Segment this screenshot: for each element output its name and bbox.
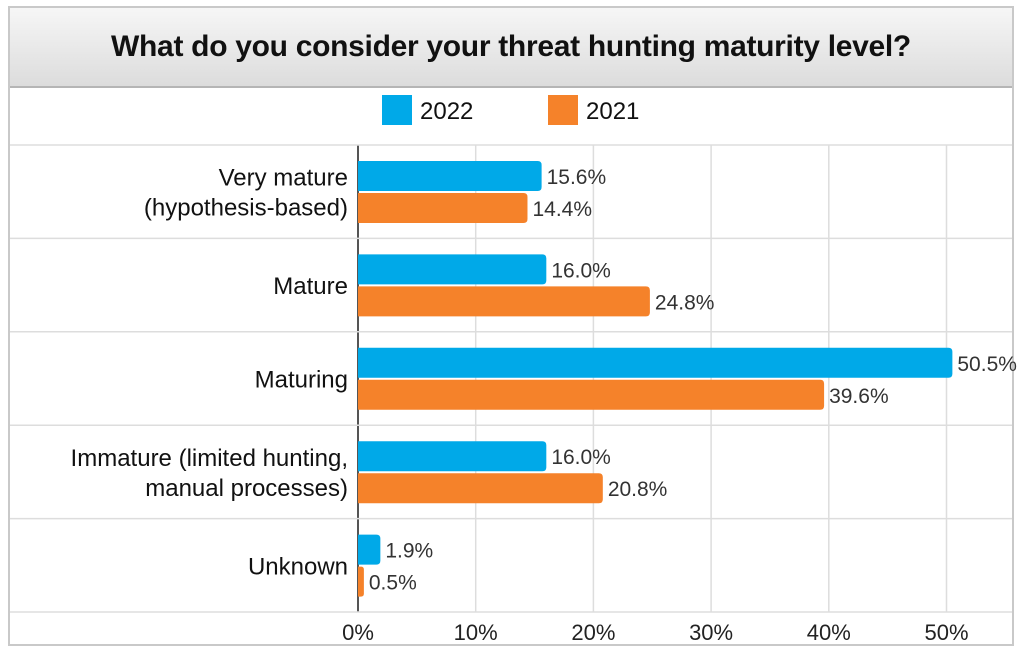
category-label-0-1: (hypothesis-based): [144, 195, 348, 222]
x-tick-label-40: 40%: [807, 620, 851, 645]
value-label-2021-1: 24.8%: [655, 291, 715, 314]
x-tick-label-0: 0%: [342, 620, 374, 645]
bar-2022-2: [358, 347, 953, 378]
value-label-2022-1: 16.0%: [551, 259, 611, 282]
bar-2022-3: [358, 441, 547, 472]
bar-2022-4: [358, 534, 381, 565]
legend: 2022 2021: [382, 95, 639, 125]
value-label-2021-2: 39.6%: [829, 385, 889, 408]
category-label-3-1: manual processes): [145, 475, 348, 502]
value-label-2022-0: 15.6%: [547, 166, 607, 189]
x-tick-label-20: 20%: [571, 620, 615, 645]
category-labels: Very mature (hypothesis-based) Mature Matur…: [71, 165, 348, 581]
grid-lines: [10, 144, 1012, 613]
bar-2021-0: [358, 193, 528, 223]
bar-2021-4: [358, 566, 364, 597]
value-label-2021-0: 14.4%: [532, 198, 592, 221]
bar-2021-1: [358, 286, 650, 317]
value-label-2021-3: 20.8%: [608, 478, 668, 501]
value-label-2022-4: 1.9%: [385, 540, 433, 563]
x-tick-label-10: 10%: [454, 620, 498, 645]
category-label-1-0: Mature: [273, 273, 348, 300]
chart-frame: What do you consider your threat hunting…: [8, 6, 1014, 646]
value-label-2022-3: 16.0%: [551, 446, 611, 469]
legend-swatch-2022: [382, 95, 412, 125]
category-label-2-0: Maturing: [255, 367, 348, 394]
bar-2021-3: [358, 473, 603, 504]
bar-2022-0: [358, 161, 542, 191]
category-label-3-0: Immature (limited hunting,: [71, 445, 348, 472]
bars: [358, 161, 953, 597]
bar-2022-1: [358, 254, 547, 285]
bar-2021-2: [358, 379, 825, 410]
legend-label-2022: 2022: [420, 98, 473, 125]
category-label-0-0: Very mature: [219, 165, 348, 192]
legend-swatch-2021: [548, 95, 578, 125]
x-tick-label-50: 50%: [924, 620, 968, 645]
category-label-4-0: Unknown: [248, 553, 348, 580]
title-bar: What do you consider your threat hunting…: [10, 8, 1012, 88]
value-label-2021-4: 0.5%: [369, 572, 417, 595]
value-labels: 15.6% 14.4% 16.0% 24.8% 50.5% 39.6% 16.0% 20.8%…: [369, 166, 1017, 595]
legend-label-2021: 2021: [586, 98, 639, 125]
value-label-2022-2: 50.5%: [957, 353, 1017, 376]
chart-title: What do you consider your threat hunting…: [111, 30, 911, 63]
x-tick-label-30: 30%: [689, 620, 733, 645]
x-axis-ticks: 0% 10% 20% 30% 40% 50%: [342, 620, 968, 645]
